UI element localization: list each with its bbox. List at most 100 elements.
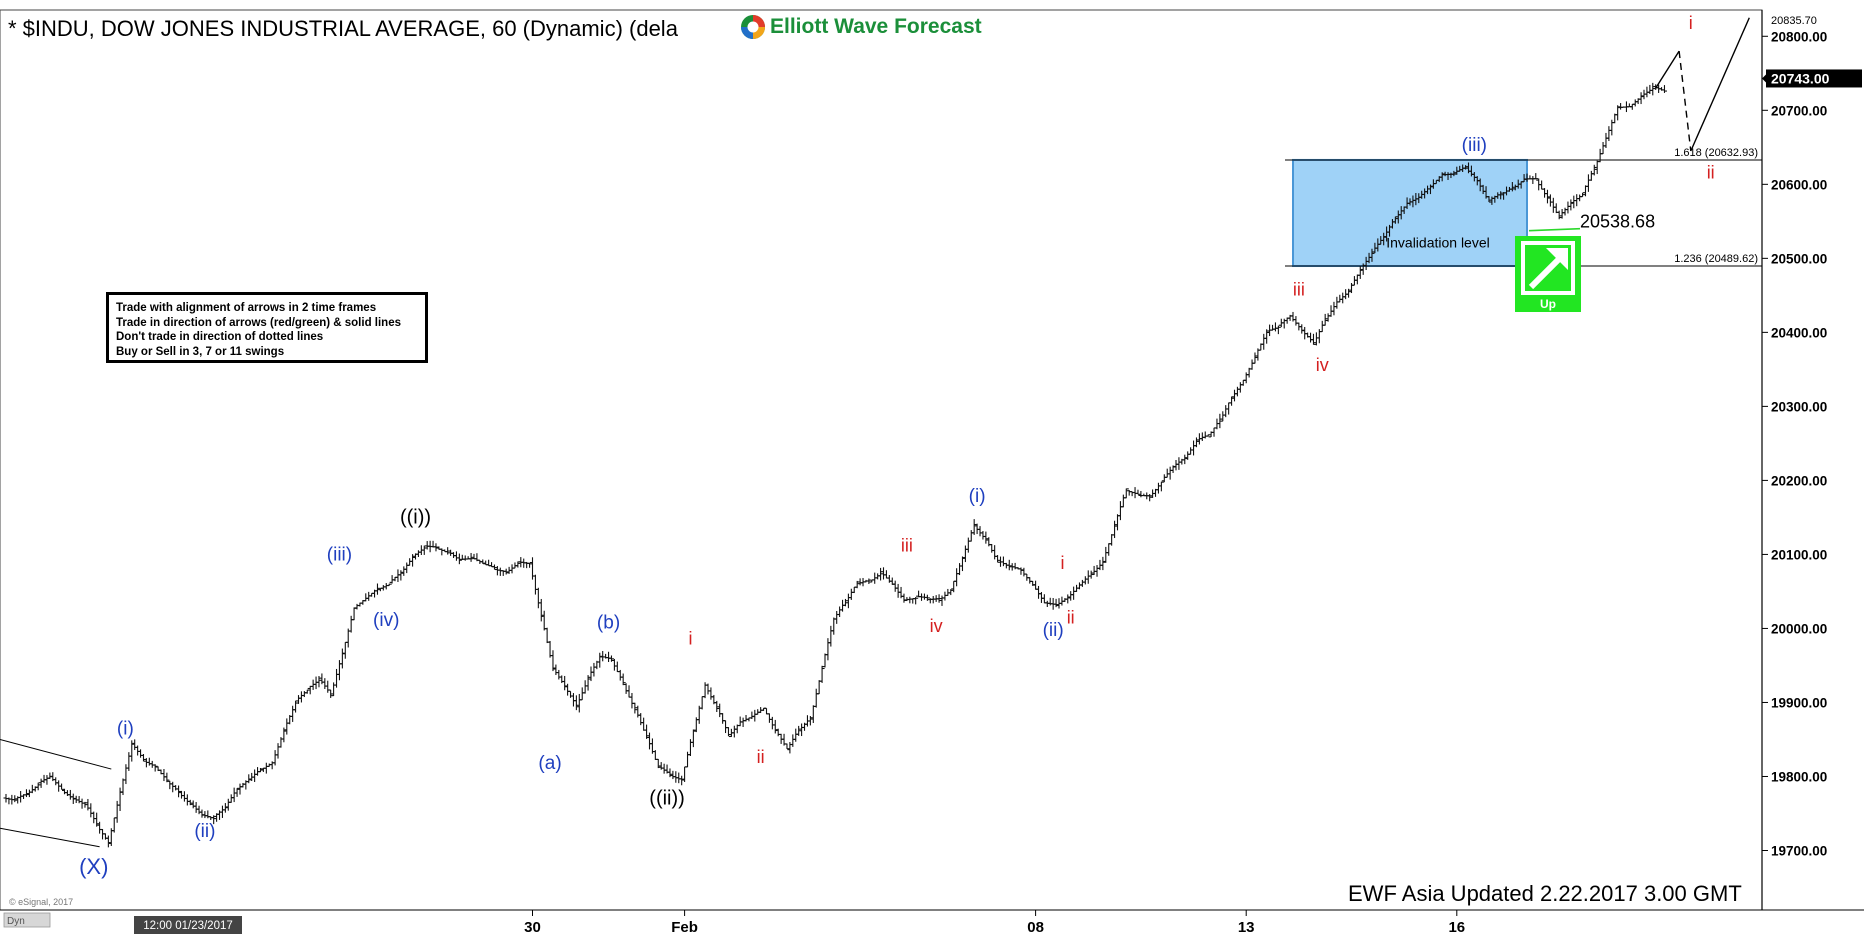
- ohlc-bar: [930, 595, 936, 604]
- ohlc-bar: [731, 725, 737, 738]
- invalidation-price: 20538.68: [1580, 212, 1655, 232]
- ohlc-bar: [44, 775, 50, 785]
- ohlc-bar: [88, 803, 94, 818]
- ohlc-bar: [1220, 411, 1226, 422]
- ohlc-bar: [1173, 460, 1179, 471]
- ohlc-bar: [395, 569, 401, 582]
- ohlc-bar: [1188, 447, 1194, 455]
- ohlc-bar: [1167, 466, 1173, 480]
- ohlc-bar: [1135, 489, 1141, 495]
- ohlc-bar: [363, 593, 369, 602]
- dyn-scroller[interactable]: [3, 912, 51, 928]
- ohlc-bar: [942, 591, 948, 601]
- ohlc-bar: [1585, 174, 1591, 192]
- update-stamp: EWF Asia Updated 2.22.2017 3.00 GMT: [1348, 881, 1742, 906]
- ohlc-bar: [1158, 481, 1164, 492]
- ohlc-bar: [1120, 494, 1126, 508]
- ohlc-bar: [553, 664, 559, 676]
- ohlc-bar: [1588, 170, 1594, 181]
- ohlc-bar: [41, 774, 47, 784]
- ohlc-bar: [76, 796, 82, 804]
- ohlc-bar: [1463, 165, 1469, 170]
- ohlc-bar: [67, 789, 73, 800]
- ohlc-bar: [161, 768, 167, 782]
- time-tick-label: 16: [1448, 919, 1465, 936]
- ohlc-bar: [883, 570, 889, 579]
- ohlc-bar: [834, 611, 840, 624]
- ohlc-bar: [766, 713, 772, 723]
- ohlc-bar: [491, 564, 497, 570]
- ohlc-bar: [1155, 482, 1161, 494]
- ohlc-bar: [140, 754, 146, 762]
- ohlc-bar: [971, 519, 977, 535]
- ohlc-bar: [591, 662, 597, 677]
- ohlc-bar: [790, 734, 796, 747]
- ohlc-bar: [725, 727, 731, 737]
- ohlc-bar: [854, 580, 860, 589]
- last-price-label: 20743.00: [1771, 70, 1830, 86]
- time-tick-label: 30: [524, 919, 541, 936]
- wave-label: (ii): [1043, 620, 1064, 641]
- wave-label: i: [1689, 13, 1693, 33]
- ohlc-bar: [1539, 180, 1545, 190]
- ohlc-bar: [983, 531, 989, 544]
- ohlc-bar: [1100, 556, 1106, 571]
- ohlc-bar: [23, 789, 29, 798]
- wave-label: i: [1061, 553, 1065, 573]
- price-tick-label: 19700.00: [1771, 844, 1827, 859]
- ohlc-bar: [579, 687, 585, 701]
- ohlc-bar: [1615, 105, 1621, 121]
- ohlc-bar: [82, 801, 88, 808]
- time-tick-label: 13: [1238, 919, 1255, 936]
- ohlc-bar: [1451, 170, 1457, 177]
- ohlc-bar: [1164, 468, 1170, 478]
- ohlc-bar: [451, 552, 457, 558]
- ohlc-bar: [562, 675, 568, 691]
- ohlc-bar: [842, 598, 848, 607]
- ohlc-bar: [246, 774, 252, 784]
- up-arrow-head: [1546, 248, 1568, 270]
- ohlc-bar: [111, 817, 117, 833]
- ohlc-bar: [1018, 567, 1024, 575]
- ohlc-bar: [600, 651, 606, 662]
- ohlc-bar: [623, 683, 629, 694]
- ohlc-bar: [1293, 316, 1299, 326]
- ohlc-bar: [114, 800, 120, 823]
- ohlc-bar: [1252, 352, 1258, 364]
- projection-solid-up-1: [1655, 50, 1680, 89]
- ohlc-bar: [1322, 313, 1328, 326]
- ohlc-bar: [822, 653, 828, 668]
- wave-label: (iii): [327, 544, 352, 565]
- ohlc-bar: [901, 593, 907, 603]
- ohlc-bar: [301, 691, 307, 698]
- ohlc-bar: [962, 545, 968, 563]
- last-price-pointer: [1762, 73, 1767, 84]
- ohlc-bar: [620, 673, 626, 686]
- ohlc-bar: [284, 718, 290, 735]
- ohlc-bar: [1574, 194, 1580, 207]
- ohlc-bar: [202, 811, 208, 819]
- ohlc-bar: [1603, 132, 1609, 149]
- ohlc-bar: [878, 567, 884, 581]
- ohlc-bar: [793, 728, 799, 742]
- ohlc-bar: [1547, 194, 1553, 207]
- ohlc-bar: [796, 725, 802, 736]
- ohlc-bar: [1027, 577, 1033, 584]
- wave-label: ii: [757, 747, 765, 767]
- ohlc-bar: [1243, 372, 1249, 384]
- ohlc-bar: [126, 752, 132, 771]
- ohlc-bar: [895, 583, 901, 598]
- ohlc-bar: [1439, 172, 1445, 182]
- ohlc-bar: [497, 567, 503, 576]
- ohlc-bar: [1123, 488, 1129, 499]
- ohlc-bar: [219, 805, 225, 818]
- wave-label: iv: [1316, 355, 1329, 375]
- wave-label: ii: [1707, 162, 1715, 182]
- ohlc-bar: [1079, 579, 1085, 587]
- ohlc-bar: [752, 709, 758, 722]
- ohlc-bar: [316, 676, 322, 688]
- ohlc-bar: [415, 550, 421, 558]
- ohlc-bar: [94, 812, 100, 827]
- ohlc-bar: [328, 689, 334, 698]
- channel-line: [0, 827, 100, 848]
